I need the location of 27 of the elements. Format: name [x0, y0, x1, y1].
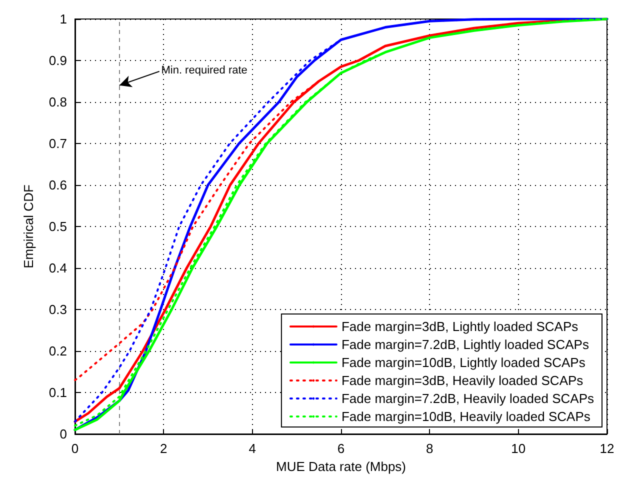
y-tick-label: 1 — [60, 12, 67, 26]
legend-label: Fade margin=10dB, Heavily loaded SCAPs — [341, 409, 591, 424]
y-tick-label: 0.5 — [48, 219, 67, 234]
y-tick-label: 0.3 — [48, 302, 67, 317]
y-tick-label: 0.1 — [48, 385, 67, 400]
y-tick-label: 0.4 — [48, 260, 67, 276]
y-tick-label: 0.8 — [48, 94, 67, 110]
x-tick-label: 6 — [337, 441, 345, 456]
legend-label: Fade margin=3dB, Lightly loaded SCAPs — [341, 319, 579, 334]
legend-label: Fade margin=7.2dB, Lightly loaded SCAPs — [341, 337, 590, 352]
annotation: Min. required rate — [161, 64, 248, 77]
legend-label: Fade margin=7.2dB, Heavily loaded SCAPs — [341, 391, 594, 406]
legend-label: Fade margin=10dB, Lightly loaded SCAPs — [341, 355, 586, 370]
x-tick-label: 10 — [511, 441, 526, 456]
x-tick-label: 12 — [600, 441, 614, 456]
x-tick-label: 4 — [248, 441, 256, 456]
x-tick-label: 2 — [160, 441, 168, 456]
y-axis-title: Empirical CDF — [21, 184, 36, 268]
x-axis-title: MUE Data rate (Mbps) — [276, 459, 406, 474]
y-tick-label: 0.2 — [48, 344, 67, 358]
y-tick-label: 0.7 — [48, 136, 67, 151]
y-tick-label: 0 — [60, 426, 67, 442]
y-tick-label: 0.6 — [48, 178, 67, 192]
x-tick-label: 8 — [426, 441, 434, 456]
y-tick-label: 0.9 — [48, 53, 67, 68]
x-tick-label: 0 — [71, 441, 79, 456]
legend-label: Fade margin=3dB, Heavily loaded SCAPs — [341, 373, 584, 388]
